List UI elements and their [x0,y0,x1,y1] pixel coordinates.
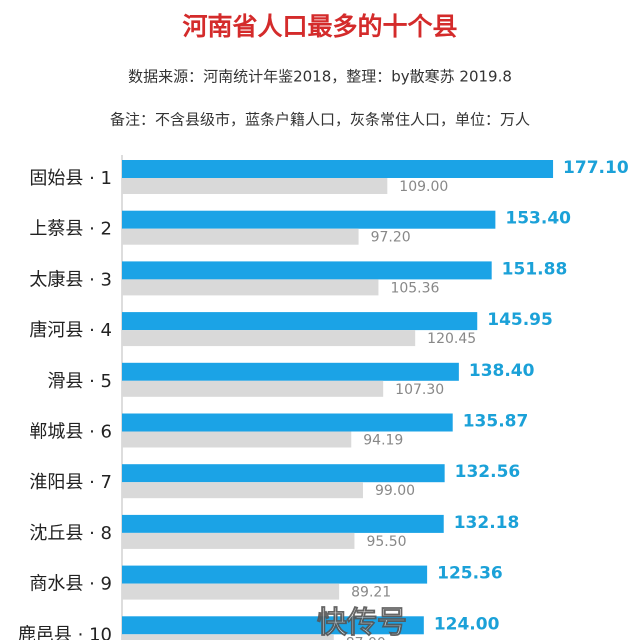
bar-grey [122,431,352,448]
value-label: 94.19 [363,433,403,449]
category-label: 滑县 · 5 [47,371,112,392]
bar-blue [122,362,459,381]
bar-blue [122,312,478,331]
subtitle: 数据来源：河南统计年鉴2018，整理：by散寒苏 2019.8 [128,68,512,86]
bar-grey [122,228,359,245]
value-label: 132.56 [455,462,521,482]
bar-blue [122,160,554,178]
category-label: 太康县 · 3 [29,269,112,290]
bar-grey [122,583,340,600]
value-label: 97.20 [371,230,411,246]
bar-blue [122,413,453,432]
bar-grey [122,330,416,347]
category-label: 郸城县 · 6 [29,422,112,443]
bar-blue [122,616,424,635]
value-label: 109.00 [399,179,448,195]
value-label: 105.36 [390,280,439,296]
category-label: 固始县 · 1 [29,168,112,189]
watermark: 快传号 [317,606,407,640]
bar-grey [122,634,334,640]
value-label: 145.95 [487,310,553,330]
value-label: 153.40 [505,209,571,229]
bar-blue [122,565,428,584]
value-label: 89.21 [351,585,391,601]
bar-grey [122,279,379,296]
bar-blue [122,464,445,483]
value-label: 95.50 [366,534,406,550]
value-label: 87.00 [346,635,386,640]
category-label: 商水县 · 9 [29,574,112,595]
category-label: 鹿邑县 · 10 [18,624,112,640]
value-label: 132.18 [454,513,520,533]
value-label: 151.88 [502,259,568,279]
note: 备注：不含县级市，蓝条户籍人口，灰条常住人口，单位：万人 [110,111,530,129]
bar-grey [122,178,388,194]
category-label: 沈丘县 · 8 [29,523,112,544]
chart-title: 河南省人口最多的十个县 [182,12,457,41]
value-label: 99.00 [375,483,415,499]
bar-blue [122,261,492,280]
bar-blue [122,514,444,533]
bar-grey [122,380,384,397]
value-label: 177.10 [563,158,629,178]
category-label: 唐河县 · 4 [29,320,112,341]
value-label: 124.00 [434,614,500,634]
category-label: 上蔡县 · 2 [29,219,112,240]
value-label: 107.30 [395,382,444,398]
bar-grey [122,532,355,549]
bar-grey [122,482,363,499]
value-label: 120.45 [427,331,476,347]
bar-blue [122,210,496,229]
category-label: 淮阳县 · 7 [29,472,112,493]
value-label: 125.36 [437,564,503,584]
value-label: 138.40 [469,361,535,381]
value-label: 135.87 [463,412,529,432]
